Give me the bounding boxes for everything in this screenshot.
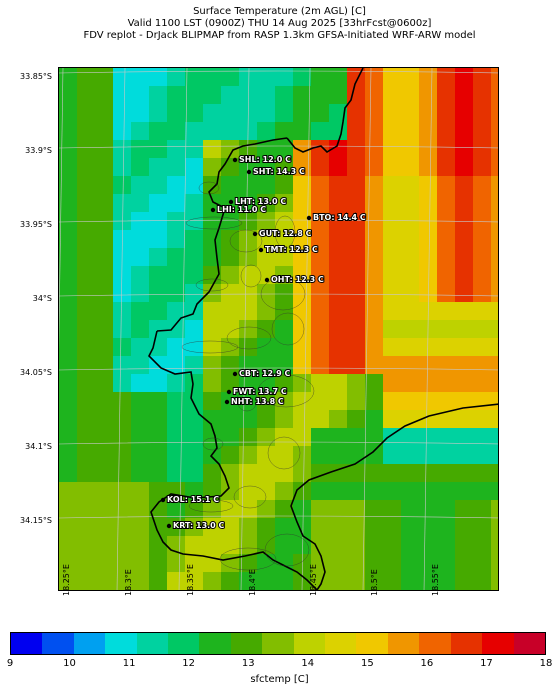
station-marker-bto[interactable] [306,215,312,221]
lon-label: 18.3°E [124,569,133,596]
lon-label: 18.25°E [62,564,71,596]
lat-label: 33.95°S [20,220,52,229]
colorbar-swatch [168,633,200,654]
lat-label: 34.15°S [20,516,52,525]
colorbar-swatch [325,633,357,654]
colorbar-tick: 18 [539,658,553,669]
station-label-nht: NHT: 13.8 C [231,397,284,406]
colorbar-label: sfctemp [C] [250,674,309,685]
station-marker-tmt[interactable] [258,247,264,253]
station-marker-cbt[interactable] [232,371,238,377]
colorbar [10,632,546,655]
colorbar-swatch [262,633,294,654]
lon-label: 18.35°E [186,564,195,596]
colorbar-tick: 16 [420,658,434,669]
colorbar-tick: 9 [6,658,14,669]
station-marker-lht[interactable] [228,199,234,205]
colorbar-swatch [419,633,451,654]
colorbar-swatch [450,633,483,654]
colorbar-swatch [513,633,545,654]
station-marker-oht[interactable] [264,277,270,283]
colorbar-swatch [136,633,169,654]
lon-label: 18.4°E [248,569,257,596]
lat-label: 33.9°S [25,146,52,155]
station-label-fwt: FWT: 13.7 C [233,387,287,396]
station-label-tmt: TMT: 12.3 C [265,245,318,254]
valid-time-line: Valid 1100 LST (0900Z) THU 14 Aug 2025 [… [127,18,432,29]
station-label-oht: OHT: 12.3 C [271,275,324,284]
station-marker-sht[interactable] [246,169,252,175]
station-label-shl: SHL: 12.0 C [239,155,291,164]
colorbar-swatch [356,633,388,654]
lat-label: 34.05°S [20,368,52,377]
lon-label: 18.55°E [431,564,440,596]
colorbar-swatch [199,633,231,654]
station-marker-nht[interactable] [224,399,230,405]
station-marker-fwt[interactable] [226,389,232,395]
colorbar-swatch [482,633,514,654]
colorbar-tick: 13 [241,658,255,669]
station-label-gut: GUT: 12.8 C [259,229,312,238]
colorbar-tick: 11 [122,658,136,669]
colorbar-tick: 12 [182,658,196,669]
station-label-bto: BTO: 14.4 C [313,213,366,222]
station-label-kol: KOL: 15.1 C [167,495,219,504]
coastline [286,68,364,154]
colorbar-swatch [42,633,74,654]
colorbar-swatch [230,633,263,654]
station-label-lht: LHT: 13.0 C [235,197,286,206]
lon-label: 18.5°E [370,569,379,596]
map-title: Surface Temperature (2m AGL) [C] [193,6,366,17]
colorbar-tick: 14 [301,658,315,669]
colorbar-tick: 15 [360,658,374,669]
temperature-map[interactable]: SHL: 12.0 C SHT: 14.3 C LHT: 13.0 C LHI: 11… [58,67,499,591]
colorbar-swatch [73,633,106,654]
coastline [148,330,318,590]
station-marker-shl[interactable] [232,157,238,163]
colorbar-tick: 10 [63,658,76,669]
colorbar-tick: 17 [480,658,493,669]
station-label-sht: SHT: 14.3 C [253,167,305,176]
coastline [156,137,288,332]
station-marker-gut[interactable] [252,231,258,237]
station-label-krt: KRT: 13.0 C [173,521,225,530]
colorbar-swatch [105,633,137,654]
colorbar-swatch [387,633,420,654]
colorbar-swatch [293,633,326,654]
model-source-line: FDV replot - DrJack BLIPMAP from RASP 1.… [83,30,476,41]
station-label-cbt: CBT: 12.9 C [239,369,290,378]
lat-label: 34.1°S [25,442,52,451]
station-marker-lhi[interactable] [210,207,216,213]
lon-label: 18.45°E [309,564,318,596]
lat-label: 33.85°S [20,72,52,81]
colorbar-swatch [11,633,43,654]
station-marker-krt[interactable] [166,523,172,529]
lat-label: 34°S [32,294,52,303]
station-marker-kol[interactable] [160,497,166,503]
station-label-lhi: LHI: 11.0 C [217,205,266,214]
coastline [290,403,498,590]
